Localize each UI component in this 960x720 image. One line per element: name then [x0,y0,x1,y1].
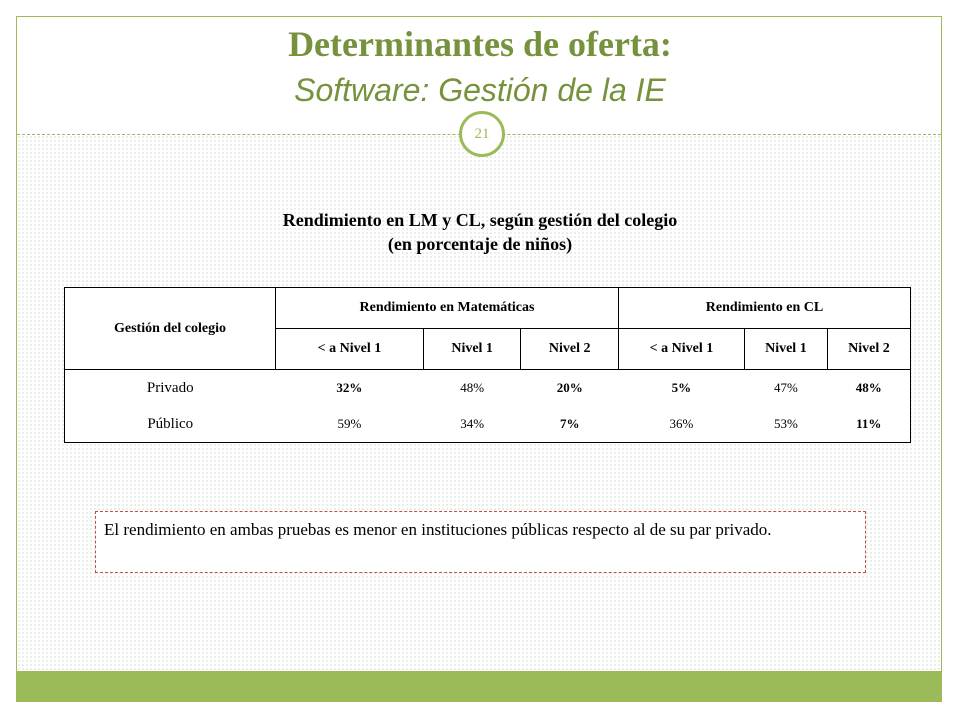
table-cell: 11% [827,406,912,443]
table-group-header-row: Gestión del colegio Rendimiento en Matem… [64,287,912,370]
table-cell: 20% [520,369,619,406]
slide-subtitle: Software: Gestión de la IE [294,72,666,108]
level-header-cell: Nivel 1 [743,328,828,370]
table-cell: 32% [275,369,424,406]
slide-frame [16,16,942,702]
table-cell: 36% [618,406,745,443]
level-header-cell: < a Nivel 1 [275,328,424,370]
table-cell: 48% [827,369,912,406]
table-cell: 7% [520,406,619,443]
page-number-badge: 21 [459,111,505,157]
dotted-background [17,135,941,671]
results-table: Gestión del colegio Rendimiento en Matem… [64,287,912,443]
level-header-cell: Nivel 2 [520,328,619,370]
slide-title: Determinantes de oferta: [288,24,672,64]
table-row: Público 59% 34% 7% 36% 53% 11% [64,406,912,443]
level-header-cell: Nivel 2 [826,328,912,370]
level-header-cell: Nivel 1 [422,328,522,370]
table-level-header-row: < a Nivel 1 Nivel 1 Nivel 2 < a Nivel 1 … [65,328,912,370]
table-row: Privado 32% 48% 20% 5% 47% 48% [64,369,912,406]
row-label: Privado [64,369,276,406]
table-cell: 34% [423,406,521,443]
row-header-cell: Gestión del colegio [64,287,276,370]
table-cell: 5% [618,369,745,406]
group-header-math: Rendimiento en Matemáticas [275,287,619,329]
table-caption-line1: Rendimiento en LM y CL, según gestión de… [282,210,678,230]
conclusion-note: El rendimiento en ambas pruebas es menor… [95,511,866,573]
group-header-cl: Rendimiento en CL [617,287,912,329]
table-cell: 47% [744,369,828,406]
table-cell: 59% [275,406,424,443]
footer-bar [17,671,941,701]
table-cell: 48% [423,369,521,406]
row-label: Público [64,406,276,443]
table-cell: 53% [744,406,828,443]
table-caption-line2: (en porcentaje de niños) [387,234,573,254]
level-header-cell: < a Nivel 1 [617,328,745,370]
